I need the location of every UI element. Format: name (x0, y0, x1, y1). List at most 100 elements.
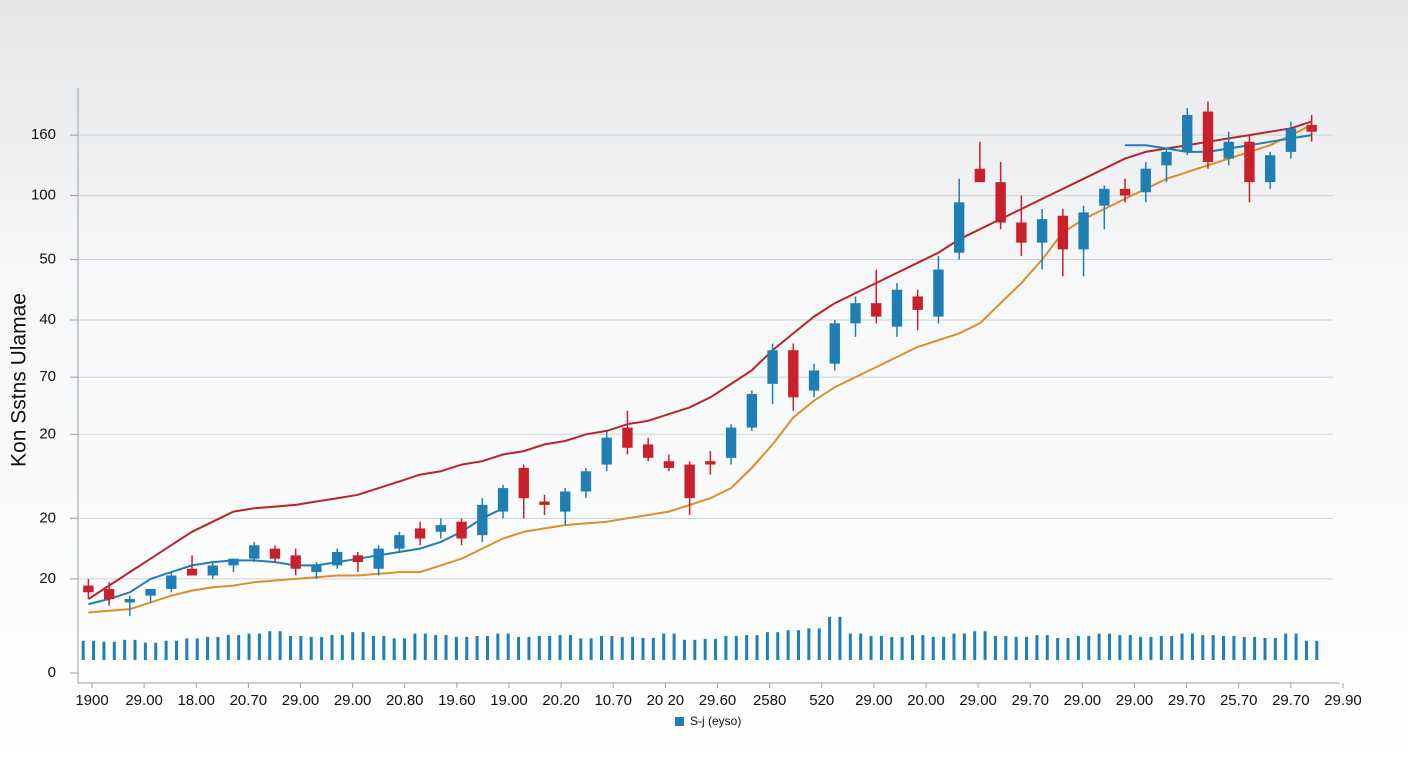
volume-bar (537, 636, 541, 660)
volume-bar (444, 635, 448, 660)
moving-average-line (88, 124, 1313, 614)
candle-body (539, 501, 550, 505)
volume-bar (1076, 636, 1080, 660)
x-tick-label: 10.70 (594, 692, 632, 709)
y-tick-label: 50 (39, 250, 56, 267)
volume-bar (102, 641, 106, 660)
candle-body (1016, 222, 1027, 243)
volume-bar (1014, 636, 1018, 660)
volume-bar (1056, 637, 1060, 660)
volume-bar (983, 631, 987, 660)
volume-bar (548, 636, 552, 660)
volume-bar (423, 633, 427, 660)
volume-bar (911, 635, 915, 660)
volume-bar (268, 631, 272, 660)
candle-body (497, 488, 509, 512)
volume-bar (776, 632, 780, 660)
volume-bar (610, 636, 614, 660)
candle-body (1285, 128, 1297, 152)
candle-body (684, 464, 695, 499)
candle-body (352, 555, 364, 563)
volume-bar (796, 630, 800, 660)
volume-bar (1045, 635, 1049, 660)
volume-bar (859, 633, 863, 660)
candle-body (829, 323, 840, 364)
volume-bar (651, 637, 655, 660)
candle-body (1078, 212, 1089, 250)
volume-bar (921, 635, 925, 660)
volume-bar (1242, 636, 1246, 660)
x-tick-label: 20 20 (647, 692, 685, 709)
volume-bar (206, 636, 210, 660)
candle-body (1244, 141, 1255, 183)
volume-bar (973, 631, 977, 660)
volume-bar (1066, 637, 1070, 660)
volume-bar (309, 636, 313, 660)
candle-body (186, 568, 198, 576)
volume-bar (143, 642, 147, 660)
volume-bar (1222, 636, 1226, 660)
volume-bar (1128, 635, 1132, 660)
volume-bar (1159, 636, 1163, 660)
volume-bar (123, 639, 127, 660)
volume-bar (1211, 635, 1215, 660)
volume-bar (1201, 635, 1205, 660)
volume-bar (403, 638, 407, 660)
candle-body (166, 575, 177, 589)
legend-swatch (675, 717, 684, 726)
candle-body (974, 168, 986, 183)
x-tick-label: 29.70 (1272, 692, 1310, 709)
x-tick-label: 29.00 (282, 692, 320, 709)
volume-bar (1263, 637, 1267, 660)
x-tick-label: 25.70 (1220, 692, 1258, 709)
x-tick-label: 2580 (753, 692, 786, 709)
volume-bar (734, 636, 738, 660)
candle-body (705, 461, 716, 465)
volume-bar (392, 638, 396, 660)
candle-body (414, 528, 426, 539)
volume-bar (174, 640, 178, 660)
candle-body (622, 427, 633, 448)
x-tick-label: 29.00 (1116, 692, 1154, 709)
volume-bar (299, 636, 303, 660)
x-tick-label: 20.70 (230, 692, 268, 709)
volume-bar (786, 630, 790, 660)
volume-bar (92, 640, 96, 660)
candle-body (808, 370, 820, 391)
moving-average-line (88, 134, 1312, 606)
volume-bar (693, 639, 697, 660)
candle-body (228, 558, 239, 566)
moving-average-line (87, 120, 1312, 600)
volume-bar (185, 638, 189, 660)
candle-body (1306, 124, 1317, 132)
x-tick-label: 19.60 (438, 692, 476, 709)
volume-bar (382, 636, 386, 660)
volume-bar (807, 628, 811, 660)
candle-body (1140, 168, 1151, 193)
volume-bar (620, 636, 624, 660)
candle-body (83, 585, 94, 593)
volume-bar (1232, 636, 1236, 660)
volume-bar (1035, 635, 1039, 660)
volume-bar (517, 636, 521, 660)
volume-bar (1190, 633, 1194, 660)
volume-bar (900, 636, 904, 660)
candle-body (1036, 219, 1048, 243)
volume-bar (641, 637, 645, 660)
volume-bar (278, 631, 282, 660)
volume-bar (527, 636, 531, 660)
candle-body (269, 548, 281, 559)
volume-bar (1180, 633, 1184, 660)
candle-body (477, 504, 488, 536)
volume-bar (330, 635, 334, 660)
x-tick-label: 29.00 (125, 692, 163, 709)
volume-bar (662, 633, 666, 660)
volume-bar (465, 636, 469, 660)
volume-bar (993, 636, 997, 660)
candle-body (145, 588, 156, 596)
volume-bar (703, 638, 707, 660)
volume-bar (589, 638, 593, 660)
volume-bar (631, 636, 635, 660)
candle-body (580, 471, 592, 492)
candle-body (207, 565, 218, 576)
